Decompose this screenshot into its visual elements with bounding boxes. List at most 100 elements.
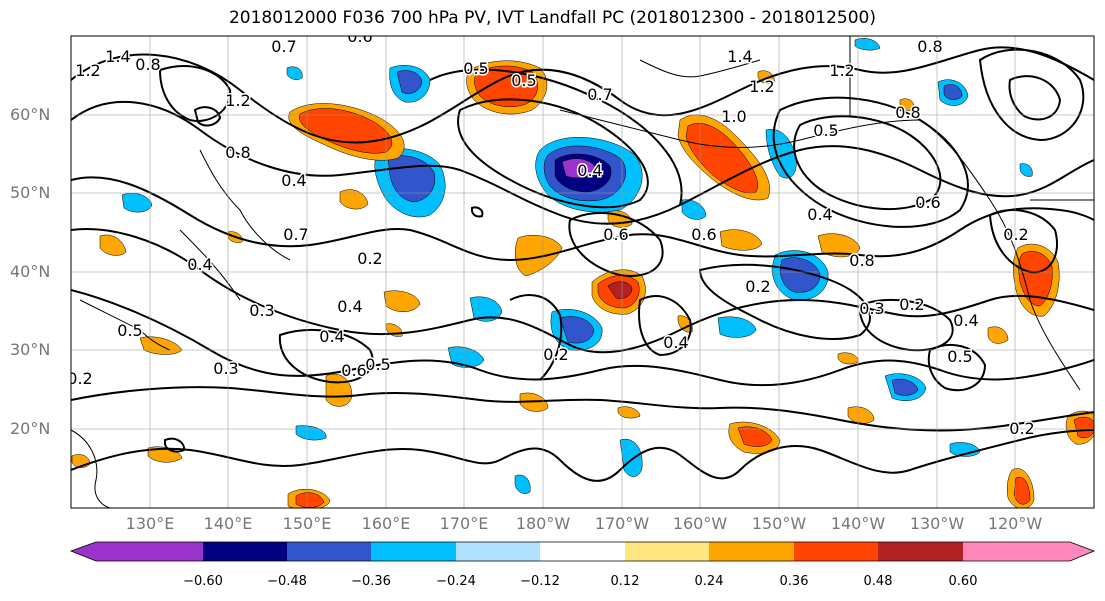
positive-anomaly xyxy=(987,326,1009,344)
negative-anomaly xyxy=(561,158,597,179)
negative-anomaly xyxy=(514,474,531,494)
contour-label: 0.5 xyxy=(463,59,488,78)
lon-label: 170°E xyxy=(439,514,489,533)
contour-label: 0.6 xyxy=(691,225,716,244)
contour-label: 0.7 xyxy=(271,37,296,56)
contour-label: 0.4 xyxy=(319,327,344,346)
colorbar-segment xyxy=(625,542,709,561)
contour-line xyxy=(158,65,232,122)
contour-label: 1.0 xyxy=(721,107,746,126)
contour-label: 0.6 xyxy=(603,225,628,244)
contour-label: 1.2 xyxy=(829,61,854,80)
colorbar-segment xyxy=(794,542,878,561)
negative-anomaly xyxy=(1019,163,1033,177)
contour-line xyxy=(1008,75,1062,121)
contour-label: 0.3 xyxy=(859,299,884,318)
colorbar-tick-label: −0.48 xyxy=(267,574,307,589)
positive-anomaly xyxy=(474,65,538,107)
contour-label: 1.2 xyxy=(749,77,774,96)
contour-label: 0.7 xyxy=(283,225,308,244)
lon-label: 150°W xyxy=(751,514,807,533)
contour-line xyxy=(71,100,1094,225)
contour-line xyxy=(638,295,692,357)
colorbar-tick-label: −0.36 xyxy=(351,574,391,589)
contour-label: 0.4 xyxy=(577,161,602,180)
contour-label: 0.4 xyxy=(337,297,362,316)
positive-anomaly xyxy=(339,189,369,210)
contour-line xyxy=(568,212,664,277)
contour-line xyxy=(927,344,987,392)
map-frame xyxy=(70,35,1095,509)
negative-anomaly xyxy=(891,378,919,396)
colorbar-tick-label: −0.12 xyxy=(520,574,560,589)
colorbar-segment xyxy=(456,542,540,561)
colorbar-tick-label: 0.60 xyxy=(948,574,978,589)
gridlines xyxy=(71,36,1094,508)
contour-label: 1.2 xyxy=(75,61,100,80)
negative-anomaly xyxy=(396,70,423,94)
positive-anomaly xyxy=(295,492,325,508)
contour-label: 0.7 xyxy=(587,85,612,104)
lat-label: 30°N xyxy=(10,340,51,359)
contour-label: 1.4 xyxy=(727,47,752,66)
colorbar-tick-label: −0.60 xyxy=(183,574,223,589)
coastline xyxy=(199,149,291,261)
contour-line xyxy=(988,209,1058,274)
lon-label: 130°W xyxy=(909,514,965,533)
colorbar-tick-label: −0.24 xyxy=(436,574,476,589)
contour-line xyxy=(457,98,649,209)
colorbar-segment xyxy=(709,542,794,561)
lat-label: 50°N xyxy=(10,183,51,202)
coastline xyxy=(919,119,1081,391)
positive-anomaly xyxy=(617,406,641,419)
positive-anomaly xyxy=(899,98,915,111)
negative-anomaly xyxy=(943,84,963,100)
colorbar-segment xyxy=(540,542,625,561)
contour-line xyxy=(698,263,871,341)
contour-line xyxy=(71,289,1094,387)
contour-line xyxy=(71,429,1094,482)
coastline xyxy=(79,299,171,351)
lon-label: 130°E xyxy=(125,514,175,533)
negative-anomaly xyxy=(559,316,595,344)
contour-line xyxy=(978,48,1085,142)
contour-label: 0.8 xyxy=(895,103,920,122)
lon-label: 140°E xyxy=(203,514,253,533)
contour-line xyxy=(164,437,186,453)
contour-line xyxy=(71,386,1094,432)
lat-label: 60°N xyxy=(10,105,51,124)
contour-label: 0.2 xyxy=(67,369,92,388)
contour-label: 0.4 xyxy=(281,171,306,190)
lon-label: 160°W xyxy=(672,514,728,533)
colorbar-segment xyxy=(287,542,371,561)
colorbar-segment xyxy=(203,542,287,561)
negative-anomaly xyxy=(447,346,485,368)
contour-line xyxy=(509,294,563,381)
contour-label: 0.2 xyxy=(899,295,924,314)
lon-label: 170°W xyxy=(594,514,650,533)
positive-anomaly xyxy=(685,122,758,194)
contour-line xyxy=(471,206,484,218)
negative-anomaly xyxy=(619,438,643,477)
colorbar xyxy=(69,541,1096,562)
lat-label: 40°N xyxy=(10,262,51,281)
contour-label: 0.4 xyxy=(953,311,978,330)
map-panel: 1.41.2 0.80.60.71.21.40.81.21.21.00.50.80… xyxy=(67,36,1094,508)
negative-anomaly xyxy=(854,38,881,51)
negative-anomaly xyxy=(286,66,303,80)
colorbar-segment xyxy=(71,542,203,561)
coastlines xyxy=(71,36,1094,508)
contour-line xyxy=(793,115,942,210)
contour-labels: 1.41.2 0.80.60.71.21.40.81.21.21.00.50.80… xyxy=(67,36,1036,440)
colorbar-tick-label: 0.48 xyxy=(863,574,893,589)
coastline xyxy=(179,229,241,301)
positive-anomaly xyxy=(99,234,127,256)
positive-anomaly xyxy=(383,290,421,312)
contour-label: 0.5 xyxy=(117,321,142,340)
contour-label: 0.2 xyxy=(745,277,770,296)
contour-label: 0.2 xyxy=(357,249,382,268)
contour-label: 0.2 xyxy=(1009,419,1034,438)
contour-label: 0.5 xyxy=(947,347,972,366)
contour-label: 0.5 xyxy=(813,121,838,140)
positive-anomaly xyxy=(847,406,875,424)
